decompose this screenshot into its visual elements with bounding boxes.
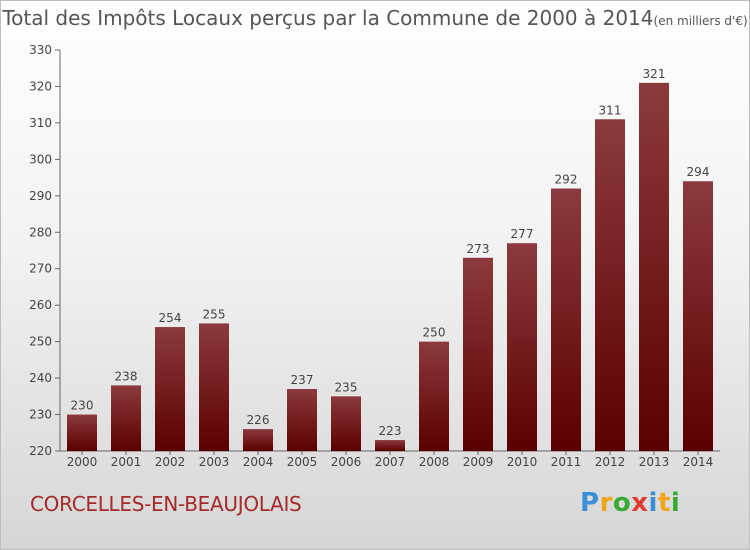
x-tick-label: 2001	[111, 455, 142, 469]
bar	[331, 396, 361, 451]
x-tick-label: 2004	[243, 455, 274, 469]
x-tick-label: 2002	[155, 455, 186, 469]
chart-unit: (en milliers d'€)	[653, 14, 748, 28]
data-label: 255	[203, 307, 226, 321]
data-label: 273	[467, 242, 490, 256]
data-label: 321	[643, 67, 666, 81]
x-tick-label: 2012	[595, 455, 626, 469]
data-label: 223	[379, 424, 402, 438]
y-tick-label: 330	[29, 43, 52, 57]
bar	[67, 414, 97, 451]
proxiti-logo: Proxiti	[580, 488, 680, 518]
bar	[155, 327, 185, 451]
y-tick-label: 290	[29, 189, 52, 203]
logo-letter: t	[657, 488, 671, 518]
x-tick-label: 2006	[331, 455, 362, 469]
y-tick-label: 260	[29, 298, 52, 312]
y-tick-label: 270	[29, 262, 52, 276]
data-label: 230	[71, 399, 94, 413]
data-label: 294	[687, 165, 710, 179]
bar	[287, 389, 317, 451]
y-tick-label: 230	[29, 408, 52, 422]
bar	[199, 323, 229, 451]
y-tick-label: 250	[29, 335, 52, 349]
data-label: 277	[511, 227, 534, 241]
y-tick-label: 300	[29, 152, 52, 166]
y-tick-label: 310	[29, 116, 52, 130]
bar	[639, 82, 669, 452]
data-label: 292	[555, 173, 578, 187]
logo-letter: i	[670, 488, 681, 518]
x-tick-label: 2009	[463, 455, 494, 469]
y-tick-label: 280	[29, 225, 52, 239]
data-label: 238	[115, 369, 138, 383]
bar	[419, 341, 449, 451]
x-tick-label: 2005	[287, 455, 318, 469]
logo-letter: x	[631, 488, 649, 518]
x-tick-label: 2007	[375, 455, 406, 469]
x-tick-label: 2000	[67, 455, 98, 469]
logo-letter: r	[599, 488, 613, 518]
x-tick-label: 2014	[683, 455, 714, 469]
data-label: 311	[599, 103, 622, 117]
data-label: 226	[247, 413, 270, 427]
chart-title-line: Total des Impôts Locaux perçus par la Co…	[0, 6, 750, 30]
logo-letter: P	[580, 488, 600, 518]
logo-letter: o	[612, 488, 632, 518]
x-tick-label: 2008	[419, 455, 450, 469]
x-tick-label: 2003	[199, 455, 230, 469]
bar	[507, 243, 537, 451]
x-tick-label: 2013	[639, 455, 670, 469]
bar	[243, 429, 273, 451]
y-tick-label: 240	[29, 371, 52, 385]
bar	[111, 385, 141, 451]
bar	[683, 181, 713, 451]
data-label: 250	[423, 326, 446, 340]
x-tick-label: 2010	[507, 455, 538, 469]
y-tick-label: 320	[29, 79, 52, 93]
data-label: 237	[291, 373, 314, 387]
commune-name: CORCELLES-EN-BEAUJOLAIS	[30, 492, 302, 516]
bar	[595, 119, 625, 451]
chart-title: Total des Impôts Locaux perçus par la Co…	[2, 6, 654, 30]
bar	[551, 188, 581, 451]
y-tick-label: 220	[29, 444, 52, 458]
bar	[463, 257, 493, 451]
data-label: 254	[159, 311, 182, 325]
data-label: 235	[335, 380, 358, 394]
bar	[375, 440, 405, 451]
logo-letter: i	[648, 488, 658, 518]
x-tick-label: 2011	[551, 455, 582, 469]
